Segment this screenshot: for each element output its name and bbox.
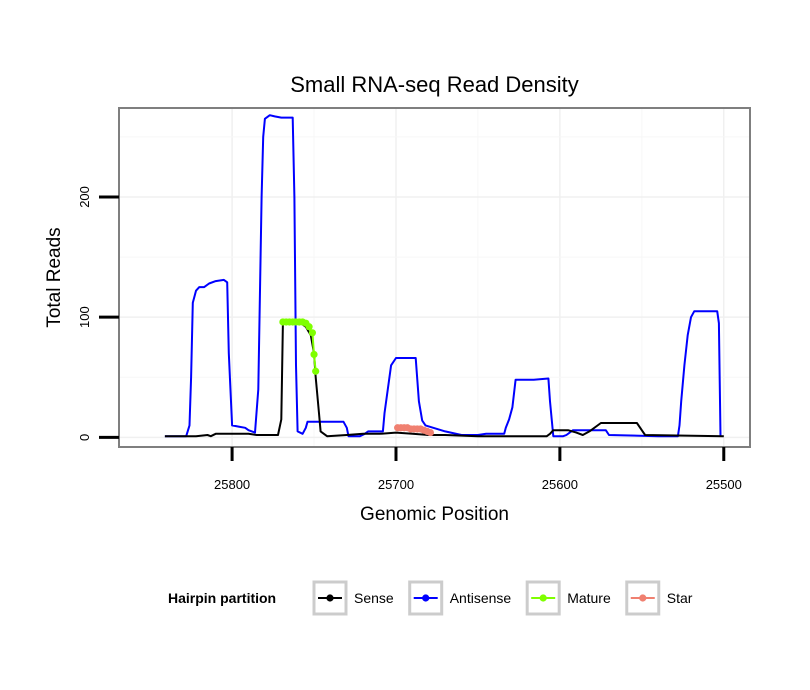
legend-label-sense: Sense bbox=[354, 590, 394, 606]
x-tick-label: 25800 bbox=[214, 477, 250, 492]
legend-dot-sense bbox=[326, 594, 334, 602]
data-point-star bbox=[426, 428, 435, 437]
series-layer bbox=[164, 114, 724, 438]
grid-lines bbox=[119, 108, 750, 447]
plot-border bbox=[118, 107, 751, 448]
data-point-mature bbox=[308, 329, 316, 337]
x-tick-label: 25600 bbox=[542, 477, 578, 492]
y-axis-label: Total Reads bbox=[44, 227, 65, 327]
data-point-mature bbox=[305, 323, 313, 331]
x-axis-label: Genomic Position bbox=[360, 504, 509, 525]
legend-label-star: Star bbox=[667, 590, 693, 606]
legend: Hairpin partition Sense Antisense Mature St… bbox=[168, 580, 693, 616]
data-point-mature bbox=[310, 350, 318, 359]
data-point-mature bbox=[312, 367, 320, 375]
legend-dot-mature bbox=[539, 594, 547, 602]
legend-title: Hairpin partition bbox=[168, 590, 276, 606]
x-tick-label: 25500 bbox=[706, 477, 742, 492]
chart-title: Small RNA-seq Read Density bbox=[290, 72, 579, 97]
y-tick-label: 0 bbox=[77, 434, 92, 441]
series-line-antisense bbox=[164, 114, 722, 438]
legend-dot-star bbox=[639, 594, 647, 602]
y-tick-label: 200 bbox=[77, 186, 92, 208]
y-tick-label: 100 bbox=[77, 306, 92, 328]
legend-label-antisense: Antisense bbox=[450, 590, 512, 606]
axes: 25800 25700 25600 25500 0 100 200 bbox=[77, 186, 742, 492]
series-line-sense bbox=[164, 322, 724, 438]
legend-dot-antisense bbox=[422, 594, 430, 602]
legend-label-mature: Mature bbox=[567, 590, 611, 606]
x-tick-label: 25700 bbox=[378, 477, 414, 492]
plot-panel bbox=[119, 108, 750, 447]
